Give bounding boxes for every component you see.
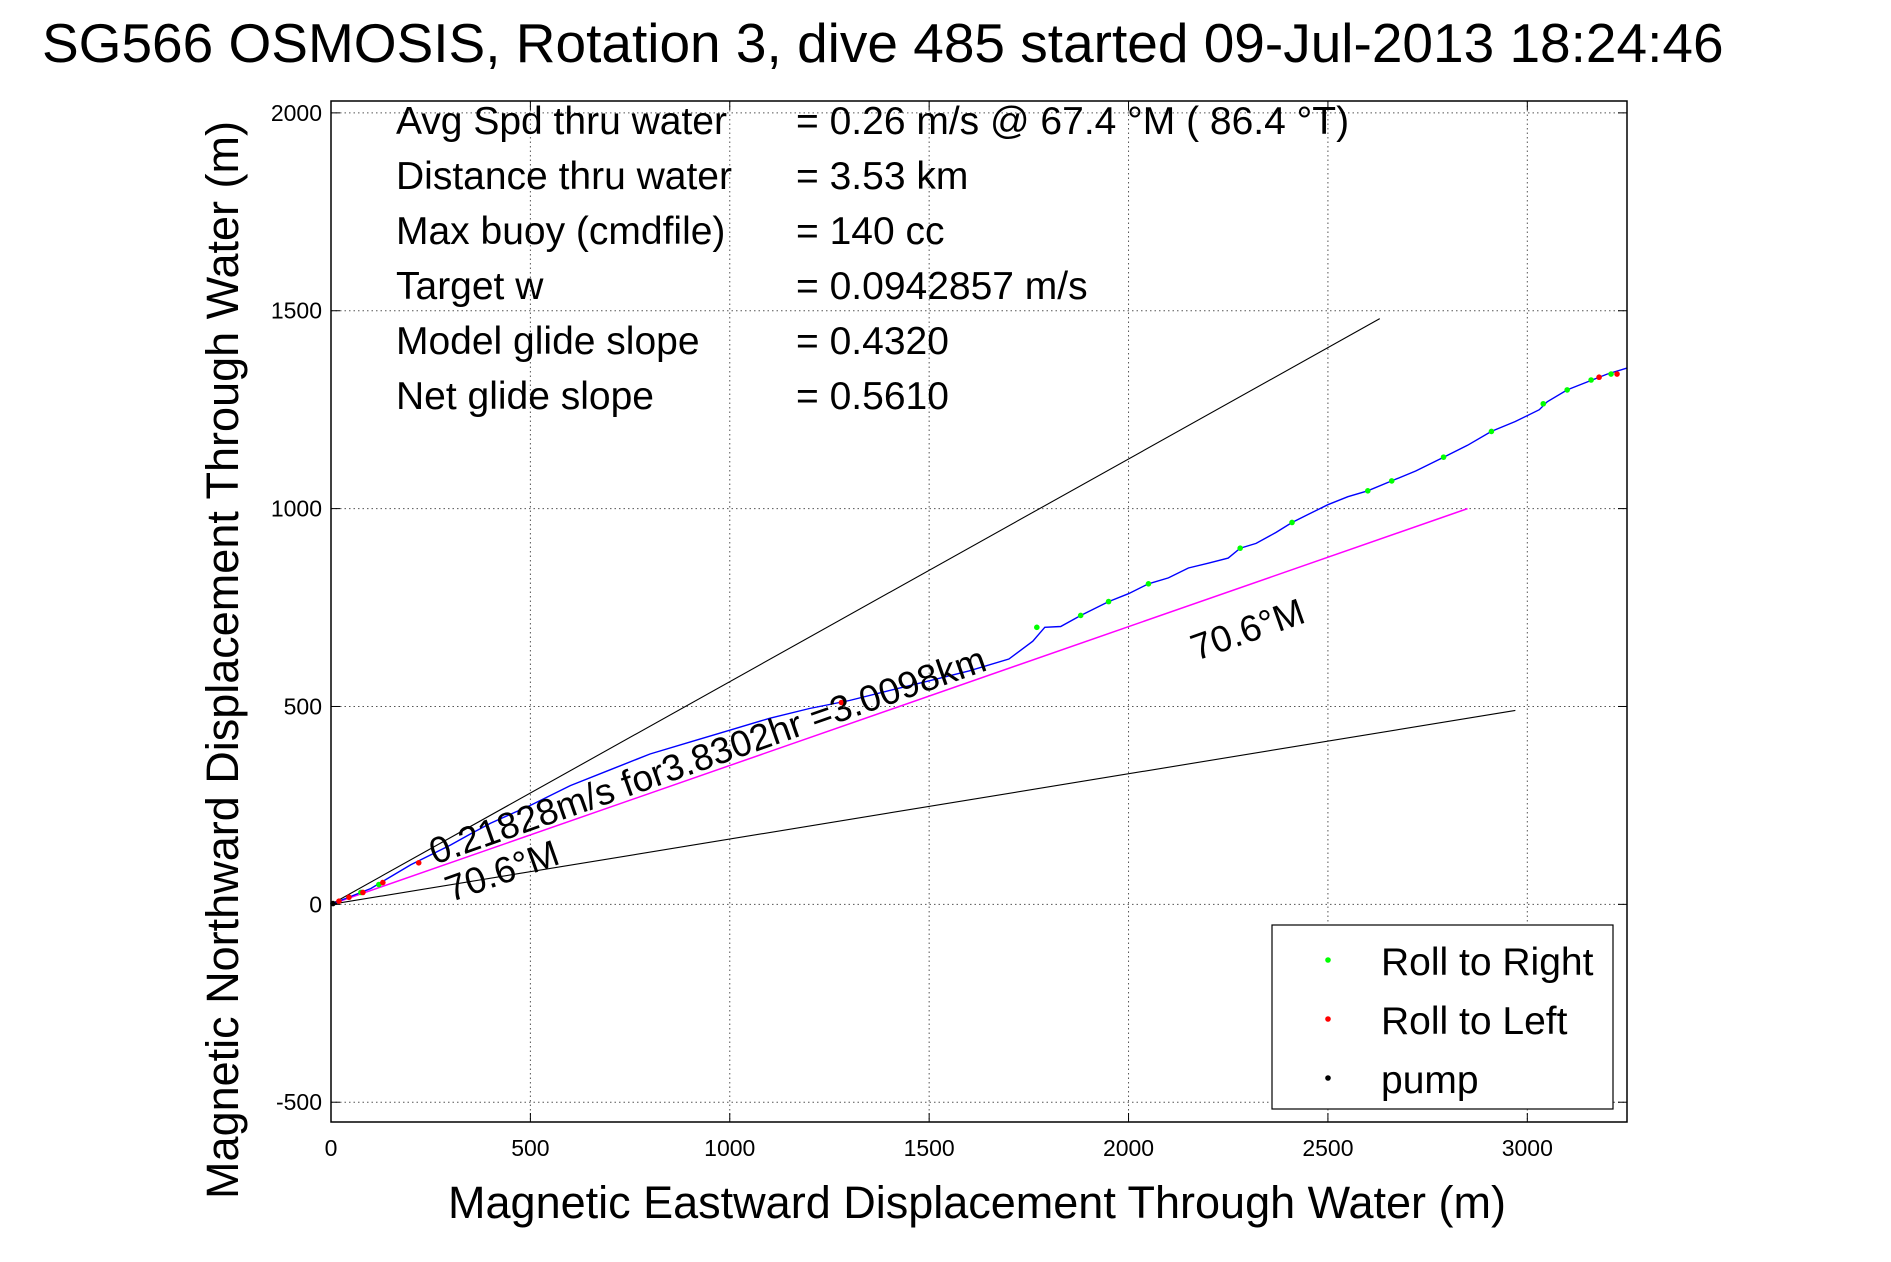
- roll-to-right-point: [1365, 488, 1371, 494]
- x-axis-label: Magnetic Eastward Displacement Through W…: [448, 1177, 1506, 1228]
- x-tick-label: 2000: [1103, 1135, 1154, 1161]
- roll-to-left-point: [1596, 374, 1602, 381]
- x-tick-label: 1000: [704, 1135, 755, 1161]
- legend: Roll to Right Roll to Left pump: [1271, 924, 1614, 1110]
- reference-line-lower-bound: [330, 709, 1516, 905]
- x-tick-labels: 0 500 1000 1500 2000 2500 3000: [325, 1135, 1553, 1161]
- roll-to-right-point: [1588, 377, 1594, 383]
- legend-label: Roll to Right: [1381, 941, 1594, 984]
- stat-label: Distance thru water: [396, 155, 732, 198]
- roll-to-right-point: [1034, 624, 1040, 631]
- y-axis-label: Magnetic Northward Displacement Through …: [197, 121, 248, 1199]
- x-tick-label: 2500: [1302, 1135, 1353, 1161]
- legend-marker: [1325, 957, 1331, 963]
- stat-label: Max buoy (cmdfile): [396, 210, 725, 253]
- x-tick-label: 1500: [904, 1135, 955, 1161]
- stat-value: = 0.0942857 m/s: [796, 265, 1088, 308]
- reference-lines: [330, 318, 1516, 906]
- roll-to-left-point: [1614, 371, 1620, 377]
- x-tick-label: 3000: [1502, 1135, 1553, 1161]
- roll-to-left-point: [380, 879, 386, 886]
- stat-value: = 0.26 m/s @ 67.4 °M ( 86.4 °T): [796, 100, 1349, 143]
- roll-to-right-point: [1105, 598, 1112, 605]
- legend-marker: [1325, 1075, 1331, 1081]
- x-tick-label: 500: [511, 1135, 549, 1161]
- roll-to-left-point: [360, 889, 366, 896]
- roll-to-right-point: [1540, 400, 1547, 407]
- stat-label: Avg Spd thru water: [396, 100, 727, 143]
- stat-label: Net glide slope: [396, 375, 654, 418]
- roll-to-left-point: [336, 898, 342, 904]
- roll-markers: [330, 371, 1620, 907]
- reference-line-net-heading: [330, 507, 1468, 906]
- roll-to-right-point: [1237, 545, 1243, 551]
- roll-to-left-point: [346, 894, 352, 901]
- roll-to-right-point: [1388, 478, 1395, 484]
- y-tick-label: 1500: [271, 298, 322, 324]
- roll-to-right-point: [1564, 387, 1570, 393]
- reference-line-upper-bound: [330, 318, 1381, 905]
- x-tick-label: 0: [325, 1135, 338, 1161]
- stat-value: = 3.53 km: [796, 155, 968, 198]
- stat-value: = 0.5610: [796, 375, 949, 418]
- legend-label: Roll to Left: [1381, 1000, 1568, 1043]
- y-tick-label: 500: [284, 693, 322, 719]
- roll-to-right-point: [1077, 612, 1084, 619]
- y-tick-label: -500: [276, 1089, 322, 1115]
- axes-box: [330, 100, 1628, 1123]
- stat-value: = 140 cc: [796, 210, 945, 253]
- roll-to-right-point: [1488, 428, 1495, 435]
- y-tick-labels: -500 0 500 1000 1500 2000: [271, 100, 322, 1115]
- legend-label: pump: [1381, 1059, 1479, 1102]
- stat-label: Target w: [396, 265, 544, 308]
- y-tick-label: 0: [309, 891, 322, 917]
- y-tick-label: 1000: [271, 496, 322, 522]
- roll-to-right-point: [1289, 519, 1295, 526]
- roll-to-left-point: [415, 859, 422, 866]
- dive-stats: Avg Spd thru water = 0.26 m/s @ 67.4 °M (…: [396, 100, 1349, 418]
- stat-value: = 0.4320: [796, 320, 949, 363]
- tick-marks: [330, 101, 1627, 1122]
- y-tick-label: 2000: [271, 100, 322, 126]
- legend-marker: [1325, 1016, 1331, 1022]
- roll-to-right-point: [1440, 454, 1447, 460]
- chart-title: SG566 OSMOSIS, Rotation 3, dive 485 star…: [42, 12, 1724, 74]
- stat-label: Model glide slope: [396, 320, 700, 363]
- roll-to-right-point: [1608, 371, 1614, 377]
- roll-to-right-point: [1145, 580, 1152, 587]
- roll-to-left-point: [838, 699, 845, 706]
